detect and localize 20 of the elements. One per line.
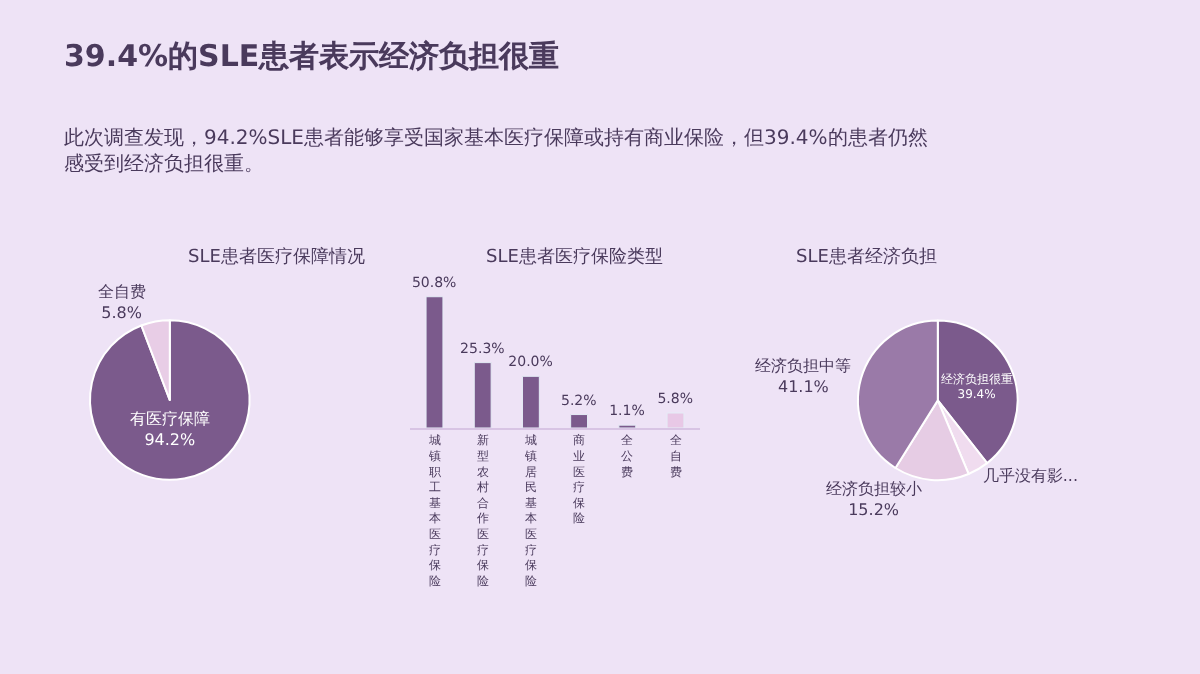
data-label: 94.2% [144, 431, 196, 450]
bar [521, 375, 540, 428]
slice-label: 有医疗保障 [129, 410, 210, 429]
data-label: 5.8% [101, 304, 143, 323]
slice-label: 经济负担中等 [755, 357, 852, 376]
bar [666, 412, 685, 428]
chart-title: SLE患者经济负担 [796, 246, 937, 268]
chart-title: SLE患者医疗保障情况 [188, 246, 365, 268]
chart-title: SLE患者医疗保险类型 [486, 246, 663, 268]
bar [473, 362, 492, 428]
data-label: 15.2% [848, 500, 900, 519]
text: 此次调查发现，94.2%SLE患者能够享受国家基本医疗保障或持有商业保险，但39.4%的患者仍然感受到经济负担很重。 [64, 126, 928, 176]
text: 39.4%的SLE患者表示经济负担很重 [64, 38, 560, 74]
slice-label: 经济负担较小 [825, 479, 922, 498]
bar [570, 414, 589, 428]
slice-label: 几乎没有影... [982, 466, 1078, 485]
slice-label: 全自费 [97, 283, 146, 302]
pie-slice [89, 319, 251, 481]
data-label: 41.1% [777, 378, 830, 397]
bar [425, 296, 444, 428]
